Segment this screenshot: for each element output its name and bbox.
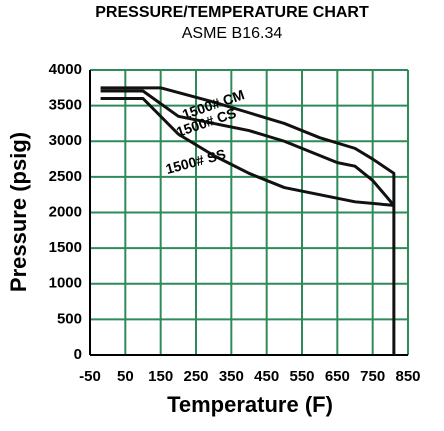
x-tick-label: -50 (79, 368, 101, 385)
x-tick-label: 750 (360, 368, 385, 385)
y-tick-label: 2500 (49, 168, 82, 185)
y-tick-label: 1500 (49, 239, 82, 256)
x-tick-label: 450 (254, 368, 279, 385)
x-tick-label: 150 (148, 368, 173, 385)
y-tick-label: 4000 (49, 61, 82, 78)
y-tick-label: 0 (74, 346, 82, 363)
x-tick-label: 250 (183, 368, 208, 385)
y-tick-label: 3000 (49, 132, 82, 149)
y-tick-label: 1000 (49, 275, 82, 292)
y-tick-label: 2000 (49, 203, 82, 220)
x-tick-label: 850 (395, 368, 420, 385)
line (100, 86, 396, 355)
line (100, 97, 395, 207)
y-tick-label: 500 (57, 310, 82, 327)
x-axis-label: Temperature (F) (167, 392, 333, 417)
x-tick-label: 350 (219, 368, 244, 385)
chart-title: PRESSURE/TEMPERATURE CHART (95, 4, 369, 21)
y-tick-label: 3500 (49, 97, 82, 114)
line (100, 89, 396, 207)
y-axis-label: Pressure (psig) (6, 132, 31, 292)
chart-subtitle: ASME B16.34 (182, 25, 283, 42)
x-tick-label: 550 (289, 368, 314, 385)
x-tick-label: 650 (325, 368, 350, 385)
x-tick-label: 50 (117, 368, 134, 385)
